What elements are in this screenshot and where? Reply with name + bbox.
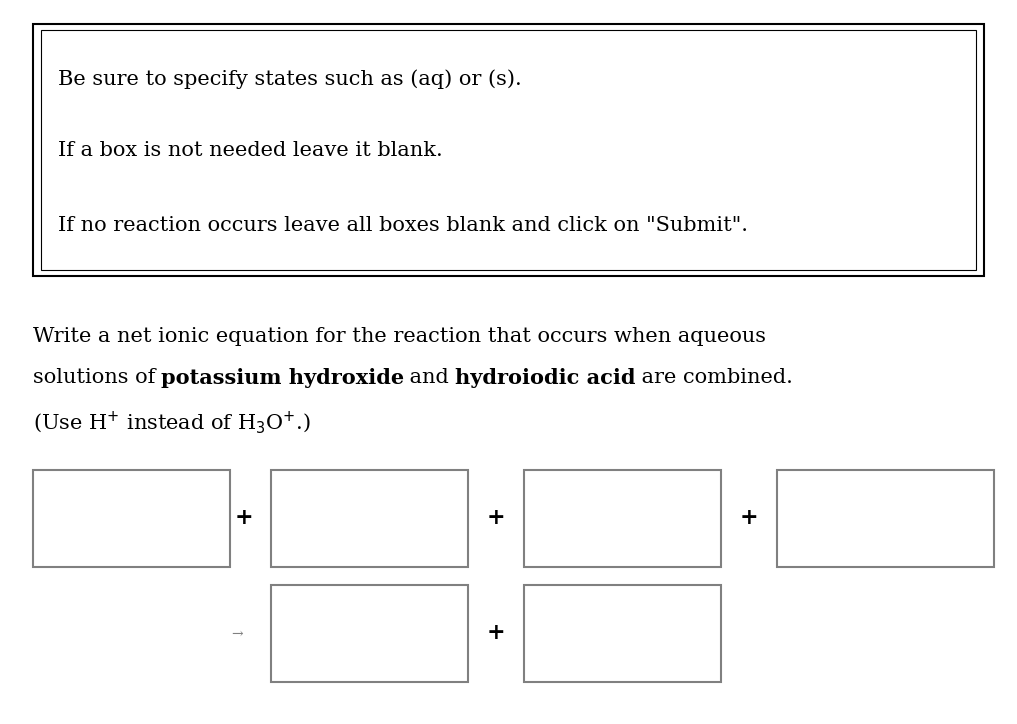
Bar [524, 470, 721, 567]
Text: +: + [487, 508, 505, 529]
Text: are combined.: are combined. [635, 369, 792, 387]
Text: and: and [403, 369, 456, 387]
Bar [271, 585, 468, 682]
Text: Be sure to specify states such as (aq) or (s).: Be sure to specify states such as (aq) o… [58, 70, 522, 90]
Text: +: + [487, 622, 505, 644]
Text: hydroiodic acid: hydroiodic acid [456, 368, 636, 388]
Text: →: → [232, 626, 243, 640]
Bar [34, 470, 231, 567]
Text: +: + [740, 508, 759, 529]
Text: If no reaction occurs leave all boxes blank and click on "Submit".: If no reaction occurs leave all boxes bl… [58, 216, 749, 235]
Bar [777, 470, 994, 567]
Bar [524, 585, 721, 682]
Text: +: + [234, 508, 253, 529]
Text: If a box is not needed leave it blank.: If a box is not needed leave it blank. [58, 140, 443, 159]
Text: potassium hydroxide: potassium hydroxide [162, 368, 405, 388]
Bar [42, 30, 975, 270]
Text: Write a net ionic equation for the reaction that occurs when aqueous: Write a net ionic equation for the react… [34, 327, 766, 346]
Bar [34, 25, 983, 276]
Text: (Use H$^{+}$ instead of H$_{3}$O$^{+}$.): (Use H$^{+}$ instead of H$_{3}$O$^{+}$.) [34, 410, 311, 437]
Text: solutions of: solutions of [34, 369, 162, 387]
Bar [271, 470, 468, 567]
